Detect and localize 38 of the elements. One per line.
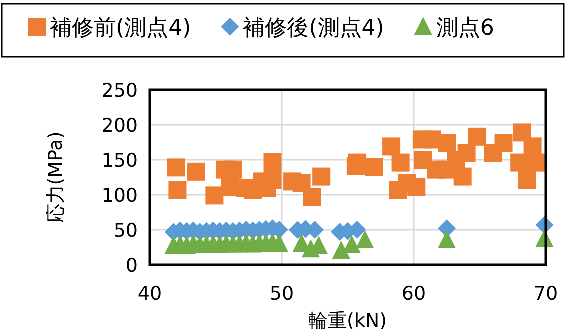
point	[292, 174, 311, 192]
point	[427, 160, 446, 179]
legend-label: 補修後(測点4)	[243, 16, 384, 41]
y-tick-label: 100	[102, 185, 138, 207]
legend-label: 測点6	[436, 16, 494, 41]
x-axis-title: 輪重(kN)	[308, 310, 388, 332]
y-axis-title: 応力(MPa)	[45, 132, 67, 224]
point	[468, 128, 486, 146]
x-tick-label: 70	[534, 283, 558, 305]
point	[168, 181, 187, 200]
y-tick-label: 0	[126, 255, 138, 277]
point	[167, 158, 186, 177]
point	[312, 168, 331, 186]
point	[438, 134, 456, 152]
point	[346, 157, 365, 176]
point	[524, 138, 542, 156]
point	[382, 138, 401, 156]
point	[392, 154, 410, 172]
point	[438, 230, 456, 248]
y-tick-label: 200	[102, 115, 138, 137]
x-tick-label: 60	[402, 283, 426, 305]
y-tick-label: 250	[102, 80, 138, 102]
point	[513, 124, 532, 142]
x-tick-label: 50	[270, 283, 294, 305]
point	[332, 241, 350, 259]
point	[518, 171, 537, 190]
point	[187, 162, 206, 181]
point	[303, 188, 322, 206]
point	[264, 153, 282, 172]
point	[356, 230, 374, 248]
point	[365, 158, 384, 176]
point	[206, 186, 224, 205]
x-tick-label: 40	[138, 283, 162, 305]
y-tick-label: 50	[114, 220, 138, 242]
point	[494, 134, 513, 152]
legend-label: 補修前(測点4)	[50, 16, 192, 41]
y-tick-label: 150	[102, 150, 138, 172]
point	[408, 178, 426, 196]
